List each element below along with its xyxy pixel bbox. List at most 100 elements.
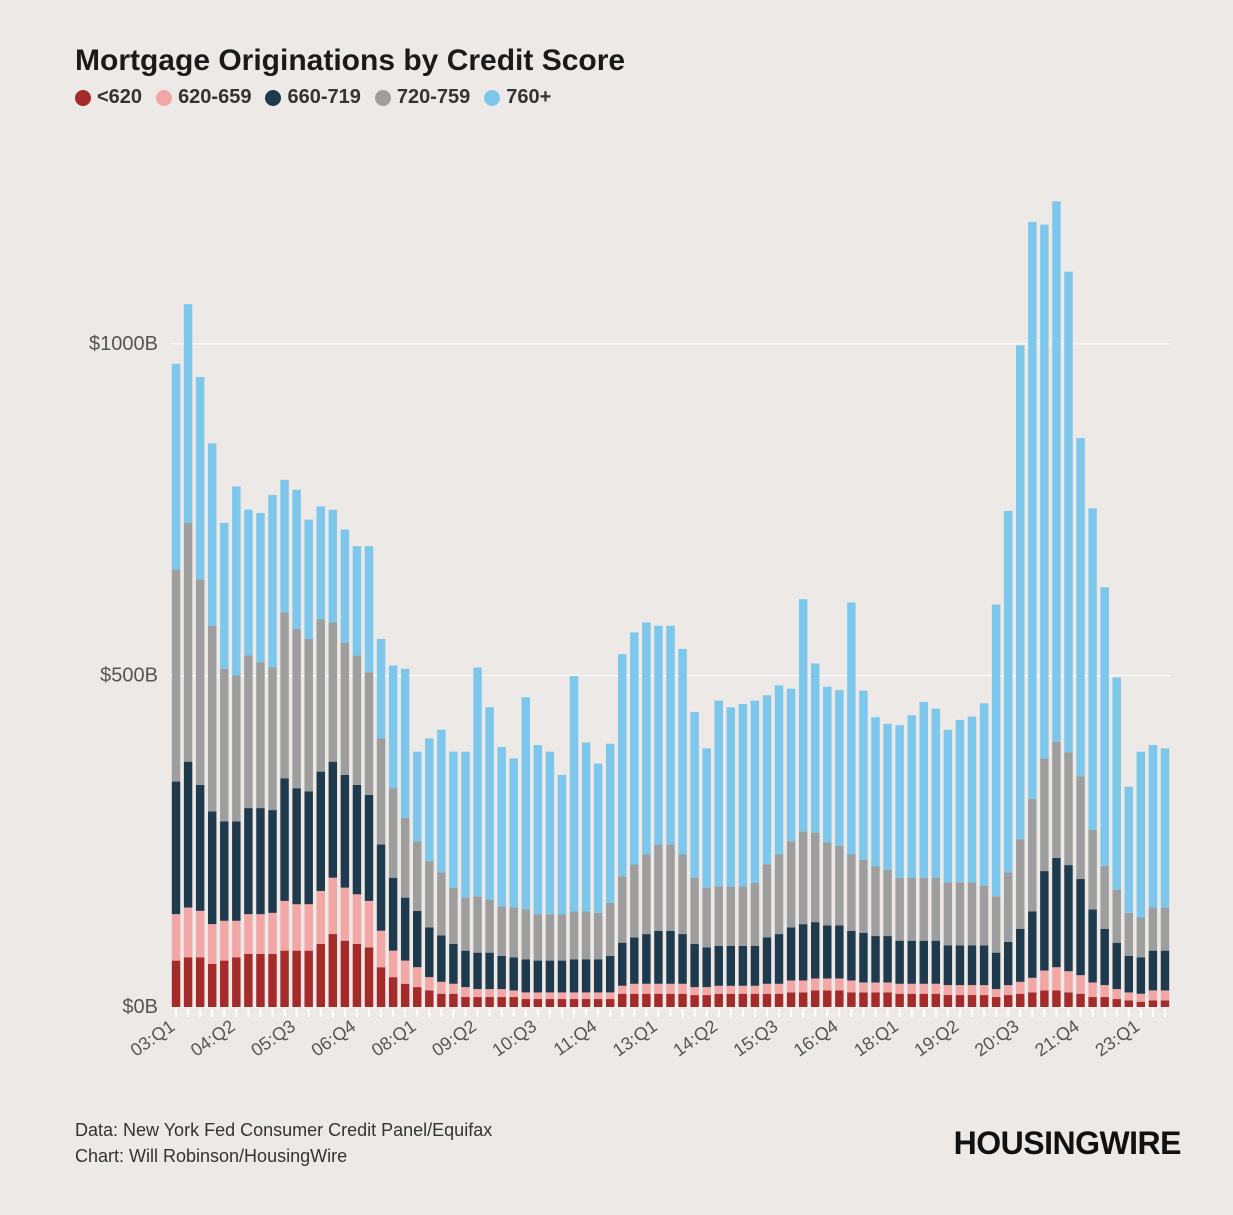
bar-segment: [630, 994, 638, 1007]
bar-segment: [1125, 787, 1133, 913]
bar-segment: [280, 951, 288, 1007]
bar-segment: [799, 924, 807, 980]
bar-segment: [871, 992, 879, 1007]
bar-segment: [1149, 1000, 1157, 1007]
bar-segment: [1125, 956, 1133, 992]
bar-segment: [883, 870, 891, 936]
bar-segment: [944, 730, 952, 883]
bar-segment: [895, 941, 903, 984]
bar-segment: [317, 506, 325, 619]
x-tick-label-group: 03:Q1: [127, 1016, 179, 1061]
bar-segment: [666, 931, 674, 984]
bar-segment: [510, 997, 518, 1007]
bar-segment: [751, 946, 759, 986]
bar-segment: [1040, 971, 1048, 991]
bar-segment: [895, 878, 903, 941]
bar-segment: [1149, 745, 1157, 907]
bar-segment: [871, 866, 879, 936]
bar-segment: [546, 961, 554, 993]
bar-segment: [497, 956, 505, 989]
y-tick-label: $0B: [122, 996, 158, 1018]
bar-segment: [920, 878, 928, 941]
bar-segment: [1137, 994, 1145, 1002]
bar-segment: [799, 980, 807, 992]
bar-segment: [317, 891, 325, 944]
bar-segment: [522, 697, 530, 909]
bar-segment: [1016, 929, 1024, 982]
bar-segment: [1149, 908, 1157, 951]
bar-segment: [389, 666, 397, 789]
bar-segment: [666, 626, 674, 845]
bar-segment: [425, 977, 433, 990]
bar-segment: [823, 687, 831, 843]
bar-segment: [690, 712, 698, 878]
bar-segment: [280, 778, 288, 901]
x-tick-label-group: 15:Q3: [730, 1016, 782, 1061]
bar-segment: [232, 821, 240, 920]
bar-segment: [401, 961, 409, 984]
bar-segment: [401, 898, 409, 961]
bar-segment: [654, 994, 662, 1007]
bar-segment: [690, 944, 698, 987]
bar-segment: [1016, 839, 1024, 929]
chart-title: Mortgage Originations by Credit Score: [75, 44, 1181, 78]
bar-segment: [715, 701, 723, 887]
bar-segment: [763, 695, 771, 864]
bar-segment: [727, 707, 735, 886]
bar-segment: [232, 921, 240, 957]
bar-segment: [570, 999, 578, 1007]
bar-segment: [522, 959, 530, 992]
stacked-bar-chart: $0B$500B$1000B03:Q104:Q205:Q306:Q408:Q10…: [75, 117, 1181, 1102]
bar-segment: [1040, 871, 1048, 970]
bar-segment: [642, 622, 650, 854]
bar-segment: [678, 934, 686, 984]
bar-segment: [751, 994, 759, 1007]
bar-segment: [184, 957, 192, 1007]
bar-segment: [292, 629, 300, 788]
bar-segment: [1064, 992, 1072, 1007]
x-tick-label: 06:Q4: [308, 1016, 360, 1061]
bar-segment: [763, 937, 771, 983]
bar-segment: [630, 984, 638, 994]
bar-segment: [449, 984, 457, 994]
bar-segment: [1113, 677, 1121, 889]
bar-segment: [329, 762, 337, 878]
bar-segment: [461, 987, 469, 997]
bar-segment: [1052, 990, 1060, 1007]
bar-segment: [353, 546, 361, 655]
bar-segment: [510, 908, 518, 958]
bar-segment: [461, 898, 469, 951]
bar-segment: [702, 748, 710, 887]
bar-segment: [292, 951, 300, 1007]
bar-segment: [365, 901, 373, 947]
bar-segment: [353, 656, 361, 785]
bar-segment: [944, 882, 952, 945]
bar-segment: [172, 569, 180, 781]
bar-segment: [787, 980, 795, 992]
bar-segment: [1028, 992, 1036, 1007]
bar-segment: [329, 878, 337, 934]
bar-segment: [666, 994, 674, 1007]
bar-segment: [1004, 985, 1012, 995]
bar-segment: [932, 941, 940, 984]
x-tick-label-group: 09:Q2: [428, 1016, 480, 1061]
bar-segment: [1149, 990, 1157, 1000]
x-tick-label: 20:Q3: [971, 1016, 1023, 1061]
bar-segment: [932, 994, 940, 1007]
bar-segment: [956, 985, 964, 995]
bar-segment: [859, 992, 867, 1007]
legend-item: <620: [75, 86, 142, 109]
bar-segment: [642, 934, 650, 984]
bar-segment: [968, 717, 976, 883]
bar-segment: [196, 957, 204, 1007]
bar-segment: [546, 752, 554, 914]
x-tick-label-group: 14:Q2: [669, 1016, 721, 1061]
x-tick-label-group: 10:Q3: [488, 1016, 540, 1061]
legend-swatch: [484, 90, 500, 106]
legend-swatch: [156, 90, 172, 106]
bar-segment: [944, 945, 952, 985]
bar-segment: [389, 878, 397, 951]
bar-segment: [920, 941, 928, 984]
legend-swatch: [375, 90, 391, 106]
bar-segment: [401, 984, 409, 1007]
